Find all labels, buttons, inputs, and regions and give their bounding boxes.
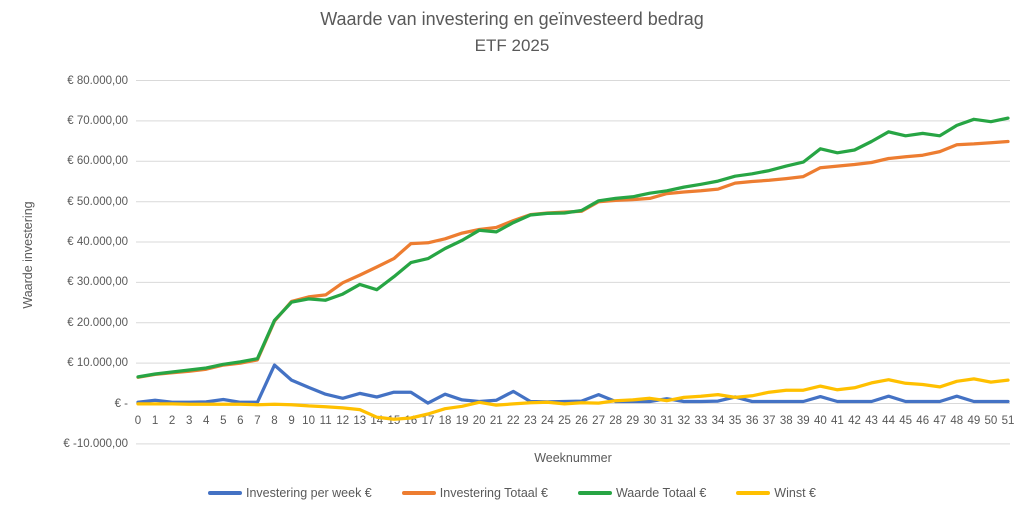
legend-label: Waarde Totaal € [615, 486, 707, 500]
x-tick-label: 7 [254, 415, 261, 427]
legend-line-marker [736, 491, 771, 495]
legend-item: Investering per week € [208, 486, 372, 500]
x-axis-title: Weeknummer [534, 451, 612, 465]
x-tick-label: 4 [203, 415, 210, 427]
x-tick-label: 11 [319, 415, 332, 427]
chart-legend: Investering per week € Investering Totaal… [0, 486, 1024, 500]
x-tick-label: 51 [1001, 415, 1015, 427]
x-tick-label: 1 [151, 415, 159, 427]
x-tick-label: 5 [220, 415, 227, 427]
legend-line-marker [401, 491, 436, 495]
legend-label: Investering Totaal € [439, 486, 548, 500]
chart-subtitle: ETF 2025 [474, 36, 550, 55]
y-tick-label: € 50.000,00 [67, 195, 128, 208]
legend-item: Winst € [736, 486, 816, 500]
y-tick-label: € 60.000,00 [67, 155, 128, 168]
y-tick-label: € 70.000,00 [67, 114, 128, 127]
chart-title: Waarde van investering en geïnvesteerd b… [320, 9, 704, 29]
x-tick-label: 9 [288, 415, 295, 427]
x-tick-label: 3 [185, 415, 193, 427]
y-tick-label: € 40.000,00 [67, 236, 128, 249]
x-tick-label: 2 [168, 415, 176, 427]
y-tick-label: € 30.000,00 [67, 276, 128, 289]
legend-item: Investering Totaal € [401, 486, 548, 500]
legend-label: Winst € [774, 486, 816, 500]
legend-line-marker [208, 491, 242, 495]
y-tick-label: € -10.000,00 [63, 437, 128, 450]
x-tick-label: 0 [134, 415, 142, 427]
y-tick-label: € 80.000,00 [67, 74, 128, 87]
x-tick-label: 6 [237, 415, 244, 427]
y-tick-label: € 10.000,00 [67, 357, 128, 370]
y-tick-label: € - [114, 397, 128, 410]
y-tick-label: € 20.000,00 [67, 316, 128, 329]
legend-item: Waarde Totaal € [577, 486, 707, 500]
legend-line-marker [577, 491, 612, 495]
x-tick-label: 8 [271, 415, 278, 427]
legend-label: Investering per week € [246, 486, 372, 500]
